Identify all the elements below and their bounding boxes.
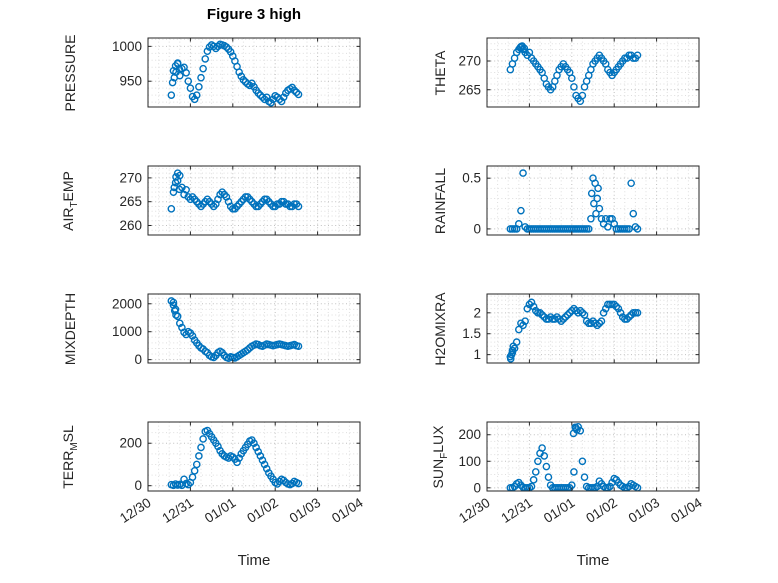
ytick-label-rainfall: 0 [473,221,481,236]
ylabel-theta: THETA [432,50,448,95]
xtick-label: 12/31 [160,495,197,526]
subplot-theta: 265 270 [458,37,700,108]
ytick-label-rainfall: 0.5 [462,171,481,186]
series-h2omixra [506,298,642,363]
ytick-label-air-temp: 270 [119,170,142,185]
series-theta [506,42,642,106]
ylabel-sun-flux: SUNFLUX [430,425,450,488]
subplot-terr-msl: 0 200 12/30 12/31 01/01 01/02 01/03 01/04 [117,421,366,526]
subplot-mixdepth: 0 1000 2000 [112,293,361,367]
ytick-label-air-temp: 265 [119,194,142,209]
ylabel-rainfall: RAINFALL [432,167,448,234]
figure-title: Figure 3 high [206,6,302,23]
xtick-label: 12/30 [117,495,154,526]
ytick-label-h2omixra: 2 [473,305,481,320]
series-rainfall [506,169,642,233]
subplot-rainfall: 00.5 [462,165,700,236]
ytick-label-pressure: 1000 [112,39,142,54]
ylabel-pressure: PRESSURE [62,33,78,112]
xtick-label: 01/02 [583,495,620,526]
ytick-label-mixdepth: 0 [134,352,142,367]
subplot-pressure: 950 1000 [112,37,361,108]
ytick-label-sun-flux: 200 [458,427,481,442]
xlabel-time-left: Time [237,552,271,569]
series-air-temp [167,169,303,213]
ytick-label-pressure: 950 [119,74,142,89]
ytick-label-sun-flux: 0 [473,480,481,495]
xtick-label: 01/04 [668,495,705,526]
series-terr-msl [167,426,303,490]
ytick-label-air-temp: 260 [119,218,142,233]
ytick-label-h2omixra: 1 [473,347,481,362]
xtick-label: 12/31 [499,495,536,526]
subplot-h2omixra: 11.52 [462,293,700,364]
ytick-label-mixdepth: 2000 [112,296,142,311]
ylabel-mixdepth: MIXDEPTH [62,292,78,365]
xtick-label: 01/03 [287,495,324,526]
series-pressure [167,40,303,107]
ytick-label-terr-msl: 200 [119,436,142,451]
series-mixdepth [167,297,303,363]
ylabel-h2omixra: H2OMIXRA [432,291,448,366]
ytick-label-h2omixra: 1.5 [462,326,481,341]
ytick-label-theta: 270 [458,54,481,69]
xtick-label: 12/30 [456,495,493,526]
xtick-label: 01/04 [329,495,366,526]
ytick-label-mixdepth: 1000 [112,324,142,339]
ytick-label-theta: 265 [458,82,481,97]
xtick-label: 01/01 [541,495,578,526]
subplot-sun-flux: 0 100 200 12/30 12/31 01/01 01/02 01/03 01/04 [456,421,705,526]
ytick-label-terr-msl: 0 [134,478,142,493]
xtick-label: 01/03 [626,495,663,526]
xtick-label: 01/02 [244,495,281,526]
ylabel-terr-msl: TERRMSL [60,424,80,489]
xlabel-time-right: Time [576,552,610,569]
ylabel-air-temp: AIRTEMP [60,170,80,231]
xtick-label: 01/01 [202,495,239,526]
ytick-label-sun-flux: 100 [458,454,481,469]
subplot-air-temp: 260 265 270 [119,165,361,236]
